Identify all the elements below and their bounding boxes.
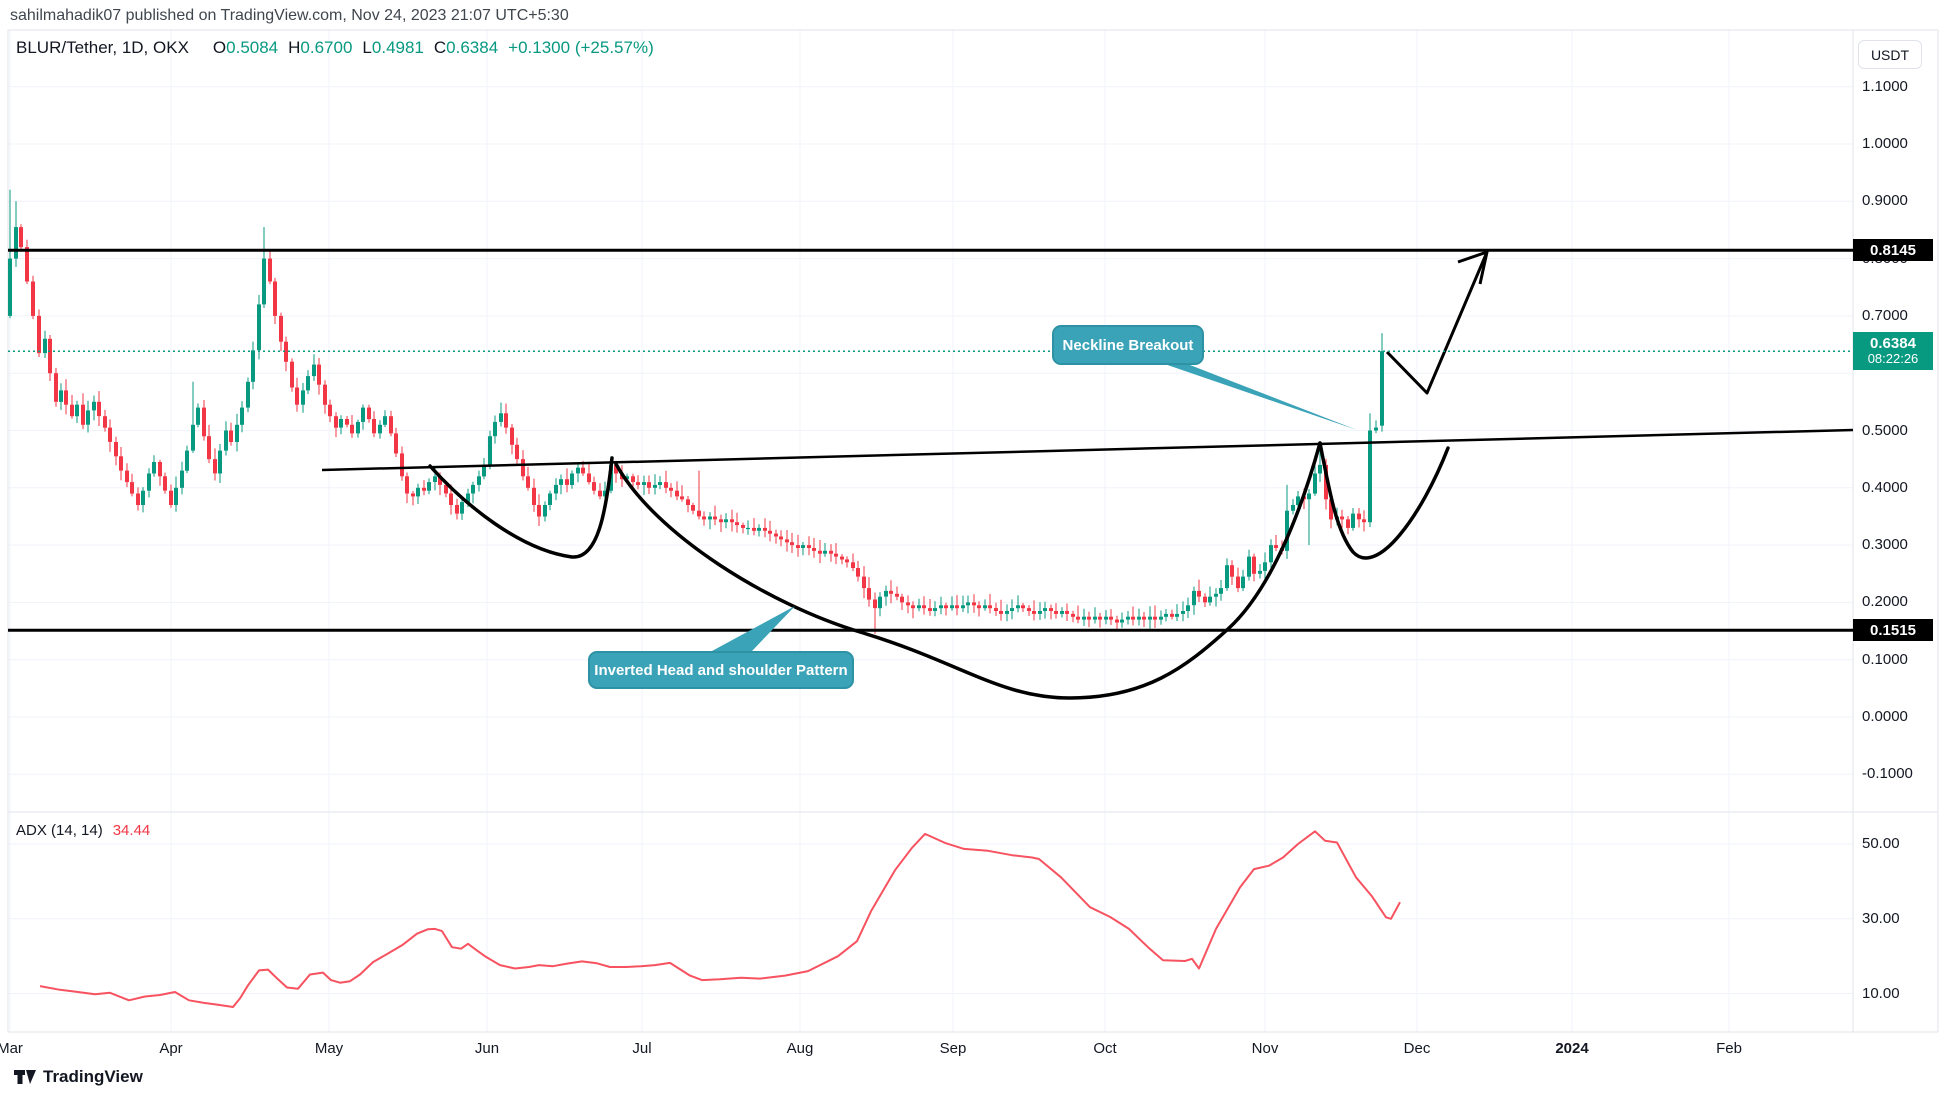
- price-unit-button[interactable]: USDT: [1858, 40, 1922, 69]
- time-tick-label: Oct: [1093, 1040, 1117, 1057]
- adx-legend: ADX (14, 14) 34.44: [16, 822, 150, 839]
- tradingview-logo[interactable]: TradingView: [14, 1066, 143, 1088]
- price-tick-label: 0.2000: [1862, 593, 1908, 611]
- current-price-badge: 0.6384 08:22:26: [1853, 332, 1933, 370]
- change-value: +0.1300 (+25.57%): [508, 38, 654, 57]
- open-label: O: [212, 38, 227, 57]
- price-tick-label: 0.7000: [1862, 306, 1908, 324]
- low-value: 0.4981: [371, 38, 424, 57]
- resistance-price-badge: 0.8145: [1853, 239, 1933, 261]
- time-tick-label: Dec: [1403, 1040, 1431, 1057]
- bar-countdown: 08:22:26: [1867, 351, 1919, 367]
- time-tick-label: 2024: [1555, 1040, 1589, 1057]
- time-tick-label: Jun: [474, 1040, 500, 1057]
- symbol-legend: BLUR/Tether, 1D, OKX O0.5084 H0.6700 L0.498…: [16, 38, 654, 58]
- support-price-badge: 0.1515: [1853, 619, 1933, 641]
- high-value: 0.6700: [300, 38, 353, 57]
- price-tick-label: 0.3000: [1862, 536, 1908, 554]
- price-tick-label: -0.1000: [1862, 765, 1913, 783]
- tradingview-logo-icon: [14, 1070, 36, 1084]
- time-tick-label: May: [314, 1040, 344, 1057]
- time-tick-label: Feb: [1716, 1040, 1742, 1057]
- close-value: 0.6384: [446, 38, 499, 57]
- price-tick-label: 0.0000: [1862, 708, 1908, 725]
- price-tick-label: 0.4000: [1862, 478, 1908, 496]
- price-tick-label: 1.0000: [1862, 135, 1908, 152]
- adx-tick-label: 30.00: [1862, 909, 1900, 927]
- neckline-breakout-callout[interactable]: Neckline Breakout: [1052, 325, 1204, 365]
- adx-tick-label: 50.00: [1862, 835, 1900, 853]
- time-tick-label: Apr: [159, 1040, 183, 1057]
- close-label: C: [433, 38, 447, 57]
- inverted-head-shoulder-callout[interactable]: Inverted Head and shoulder Pattern: [588, 651, 854, 689]
- adx-name[interactable]: ADX (14, 14): [16, 822, 103, 839]
- adx-value: 34.44: [112, 822, 151, 839]
- time-tick-label: Mar: [0, 1040, 23, 1057]
- price-tick-label: 0.9000: [1862, 192, 1908, 210]
- current-price: 0.6384: [1870, 334, 1916, 352]
- adx-tick-label: 10.00: [1862, 984, 1900, 1002]
- low-label: L: [362, 38, 372, 57]
- price-tick-label: 0.1000: [1862, 650, 1908, 668]
- price-tick-label: 0.5000: [1862, 421, 1908, 439]
- open-value: 0.5084: [226, 38, 279, 57]
- price-tick-label: 1.1000: [1862, 77, 1908, 95]
- time-tick-label: Aug: [786, 1040, 814, 1057]
- time-tick-label: Nov: [1251, 1040, 1279, 1057]
- symbol-title[interactable]: BLUR/Tether, 1D, OKX: [16, 38, 189, 57]
- time-tick-label: Sep: [939, 1040, 967, 1057]
- publish-info: sahilmahadik07 published on TradingView.…: [10, 7, 569, 24]
- tradingview-logo-text: TradingView: [43, 1067, 143, 1086]
- time-tick-label: Jul: [632, 1040, 652, 1057]
- high-label: H: [288, 38, 301, 57]
